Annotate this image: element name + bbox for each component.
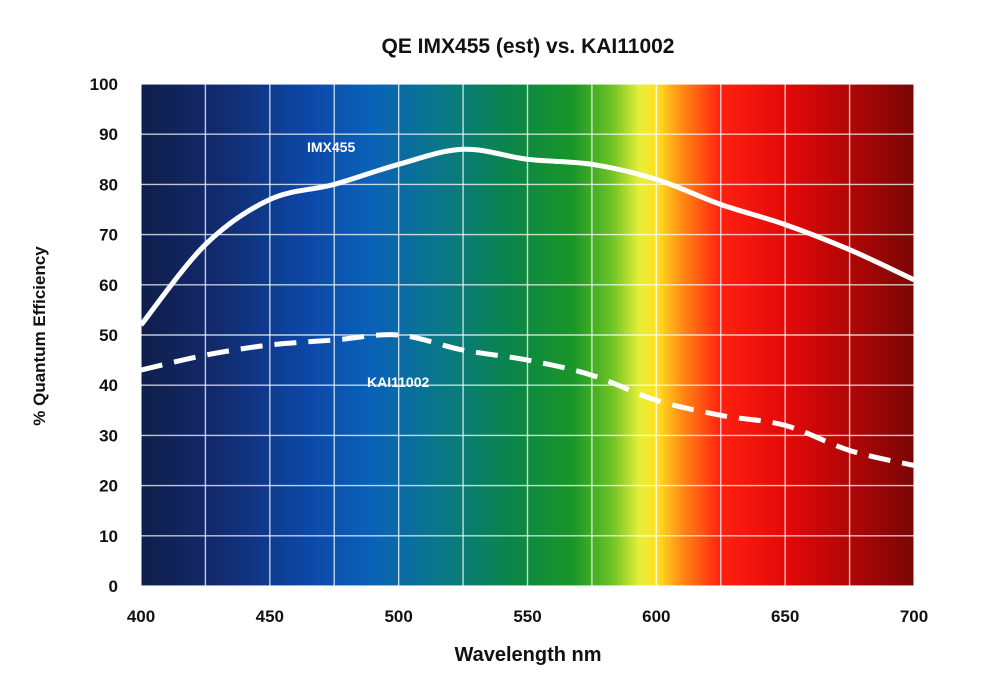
- series-label-kai11002: KAI11002: [367, 374, 429, 390]
- x-tick-label: 550: [513, 607, 541, 626]
- series-label-imx455: IMX455: [307, 139, 355, 155]
- x-tick-label: 600: [642, 607, 670, 626]
- y-tick-label: 60: [99, 276, 118, 295]
- y-tick-label: 0: [109, 577, 118, 596]
- x-tick-label: 450: [256, 607, 284, 626]
- y-tick-label: 10: [99, 527, 118, 546]
- y-tick-label: 90: [99, 125, 118, 144]
- series-line-kai11002: [140, 332, 915, 468]
- x-tick-label: 400: [127, 607, 155, 626]
- series-lines: [139, 146, 916, 468]
- y-tick-labels: 0 10 20 30 40 50 60 70 80 90 100: [90, 75, 118, 596]
- y-tick-label: 70: [99, 226, 118, 245]
- x-axis-label: Wavelength nm: [454, 644, 601, 666]
- y-tick-label: 50: [99, 326, 118, 345]
- y-tick-label: 80: [99, 175, 118, 194]
- y-tick-label: 40: [99, 376, 118, 395]
- y-axis-label: % Quantum Efficiency: [30, 246, 49, 426]
- series-line-imx455: [139, 146, 916, 327]
- x-tick-label: 700: [900, 607, 928, 626]
- chart-title: QE IMX455 (est) vs. KAI11002: [382, 35, 675, 58]
- y-tick-label: 30: [99, 426, 118, 445]
- y-tick-label: 20: [99, 477, 118, 496]
- x-tick-labels: 400 450 500 550 600 650 700: [127, 607, 928, 626]
- x-tick-label: 650: [771, 607, 799, 626]
- x-tick-label: 500: [384, 607, 412, 626]
- y-tick-label: 100: [90, 75, 118, 94]
- gridlines: [140, 83, 915, 587]
